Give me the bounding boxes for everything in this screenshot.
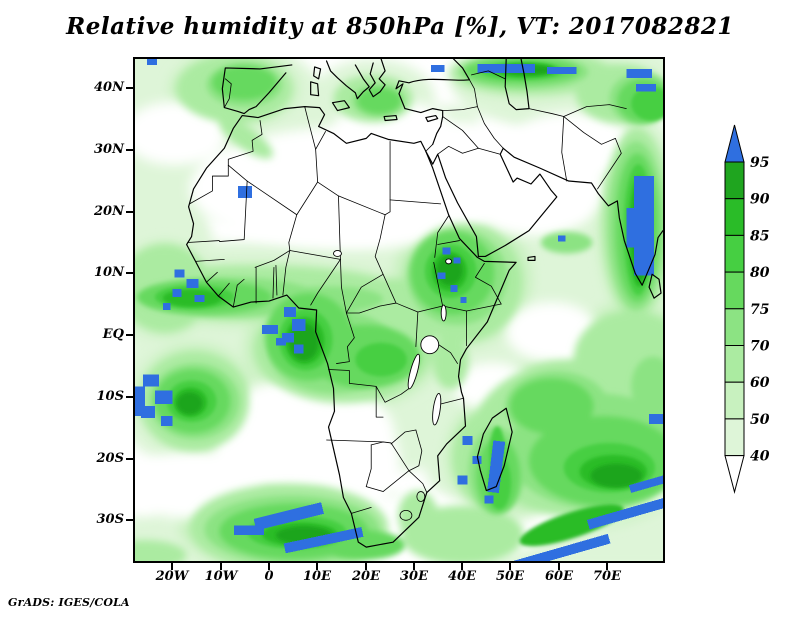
colorbar-tick-label: 40 bbox=[750, 449, 770, 465]
x-tick bbox=[461, 563, 463, 570]
x-tick bbox=[220, 563, 222, 570]
colorbar-cell bbox=[724, 271, 745, 310]
x-tick bbox=[558, 563, 560, 570]
colorbar-cell bbox=[724, 161, 745, 200]
x-tick-label: 60E bbox=[545, 569, 573, 584]
x-tick bbox=[268, 563, 270, 570]
x-tick-label: 70E bbox=[593, 569, 621, 584]
colorbar-tick-label: 70 bbox=[750, 339, 770, 355]
colorbar-cell bbox=[724, 308, 745, 347]
x-tick-label: 30E bbox=[400, 569, 428, 584]
y-tick-label: 30N bbox=[94, 142, 124, 157]
colorbar-tick-label: 80 bbox=[750, 265, 770, 281]
y-tick-label: 40N bbox=[94, 80, 124, 95]
map-panel bbox=[133, 57, 665, 563]
colorbar-cell bbox=[724, 198, 745, 236]
x-tick bbox=[365, 563, 367, 570]
x-tick bbox=[171, 563, 173, 570]
y-tick-label: EQ bbox=[102, 327, 124, 342]
x-tick-label: 50E bbox=[496, 569, 524, 584]
x-tick-label: 40E bbox=[448, 569, 476, 584]
x-tick bbox=[413, 563, 415, 570]
y-tick-label: 20N bbox=[94, 204, 124, 219]
country-borders bbox=[187, 70, 627, 521]
y-tick bbox=[126, 87, 133, 89]
colorbar-tick-label: 75 bbox=[750, 302, 769, 318]
y-tick-label: 10N bbox=[94, 265, 124, 280]
x-tick bbox=[316, 563, 318, 570]
colorbar: 95 90 85 80 75 70 60 50 40 bbox=[724, 124, 770, 494]
colorbar-arrow-bottom bbox=[724, 455, 745, 494]
colorbar-cell bbox=[724, 234, 745, 273]
lakes bbox=[333, 250, 453, 426]
y-tick bbox=[126, 334, 133, 336]
colorbar-tick-label: 85 bbox=[750, 228, 769, 244]
colorbar-tick-label: 90 bbox=[750, 192, 770, 208]
colorbar-tick-label: 95 bbox=[750, 155, 769, 171]
colorbar-arrow-top bbox=[724, 124, 745, 163]
y-tick bbox=[126, 272, 133, 274]
x-tick-label: 20W bbox=[155, 569, 189, 584]
y-tick bbox=[126, 519, 133, 521]
coastlines bbox=[186, 59, 663, 548]
y-tick-label: 10S bbox=[96, 389, 124, 404]
x-tick-label: 20E bbox=[352, 569, 380, 584]
x-tick-label: 10W bbox=[204, 569, 238, 584]
grads-credit: GrADS: IGES/COLA bbox=[8, 596, 130, 609]
x-tick-label: 0 bbox=[264, 569, 274, 584]
plot-title: Relative humidity at 850hPa [%], VT: 201… bbox=[66, 13, 734, 40]
x-tick-label: 10E bbox=[303, 569, 331, 584]
y-tick-label: 30S bbox=[96, 512, 124, 527]
colorbar-cell bbox=[724, 381, 745, 420]
field-layer-gt95 bbox=[135, 59, 663, 561]
y-tick bbox=[126, 211, 133, 213]
colorbar-cell bbox=[724, 345, 745, 383]
x-tick bbox=[606, 563, 608, 570]
y-tick bbox=[126, 458, 133, 460]
y-tick bbox=[126, 396, 133, 398]
x-tick bbox=[509, 563, 511, 570]
colorbar-cell bbox=[724, 418, 745, 457]
colorbar-tick-label: 50 bbox=[750, 412, 770, 428]
humidity-map bbox=[135, 59, 663, 561]
colorbar-tick-label: 60 bbox=[750, 375, 770, 391]
y-tick bbox=[126, 149, 133, 151]
y-tick-label: 20S bbox=[96, 451, 124, 466]
